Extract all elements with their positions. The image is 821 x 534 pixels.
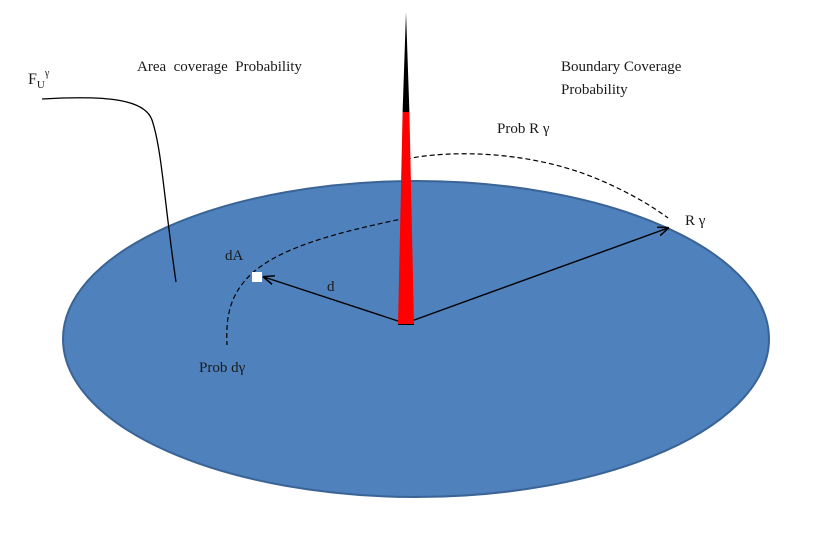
prob-r-gamma-label: Prob R γ bbox=[497, 121, 550, 137]
boundary-probability-curve bbox=[405, 153, 669, 219]
f-u-gamma-label: FUγ bbox=[28, 68, 50, 91]
radius-arrow bbox=[405, 228, 668, 324]
f-u-curve bbox=[41, 97, 177, 283]
boundary-coverage-label-line2: Probability bbox=[561, 82, 628, 98]
area-coverage-label: Area coverage Probability bbox=[137, 59, 302, 75]
boundary-coverage-label-line1: Boundary Coverage bbox=[561, 59, 682, 75]
r-gamma-label: R γ bbox=[685, 213, 706, 229]
prob-d-gamma-label: Prob dγ bbox=[199, 360, 246, 376]
d-a-label: dA bbox=[225, 248, 244, 264]
f-u-subscript: U bbox=[37, 79, 45, 91]
area-element-square bbox=[252, 272, 262, 282]
distance-arrow bbox=[264, 277, 405, 324]
antenna-tip bbox=[402, 12, 410, 112]
antenna-mast bbox=[398, 112, 414, 325]
distance-d-label: d bbox=[327, 279, 335, 295]
coverage-area-disk bbox=[62, 180, 770, 498]
f-u-main: F bbox=[28, 71, 37, 88]
f-u-superscript: γ bbox=[44, 68, 50, 79]
